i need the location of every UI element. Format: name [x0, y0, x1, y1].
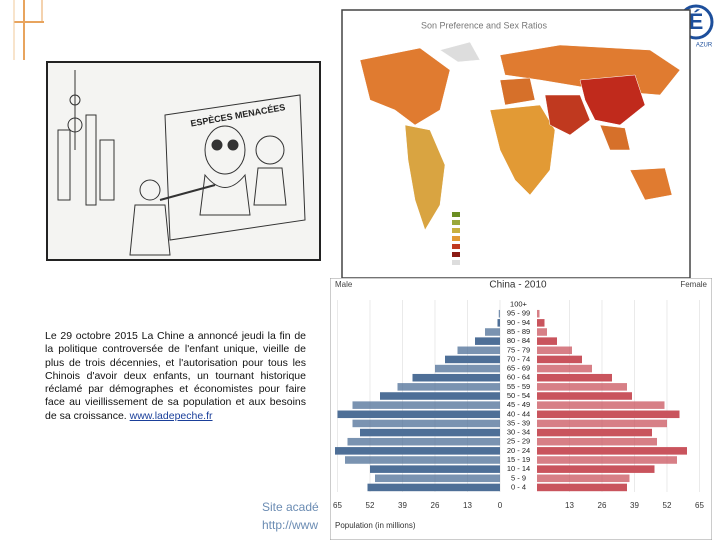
- category-label: 100+: [510, 300, 528, 309]
- bar: [412, 373, 500, 382]
- bar: [375, 474, 500, 483]
- logo-caption: AZUR: [696, 43, 713, 49]
- bar: [335, 447, 500, 455]
- category-label: 85 - 89: [507, 327, 530, 336]
- bar: [337, 410, 500, 419]
- category-label: 15 - 19: [507, 455, 530, 464]
- bar: [537, 373, 612, 382]
- category-label: 50 - 54: [507, 391, 530, 400]
- bar: [537, 456, 677, 464]
- x-tick-label: 39: [398, 501, 407, 510]
- footer-line: http://www: [262, 518, 319, 532]
- x-tick-label: 52: [366, 501, 375, 510]
- category-label: 5 - 9: [511, 473, 526, 482]
- footer-line: Site acadé: [262, 500, 319, 514]
- population-pyramid: China - 2010 Male Female Population (in …: [330, 278, 712, 540]
- category-label: 25 - 29: [507, 437, 530, 446]
- x-tick-label: 65: [333, 501, 342, 510]
- bar: [380, 392, 500, 400]
- bar: [475, 337, 500, 345]
- bar: [352, 401, 500, 409]
- bar: [537, 383, 627, 391]
- x-tick-label: 13: [463, 501, 472, 510]
- category-label: 55 - 59: [507, 382, 530, 391]
- category-label: 20 - 24: [507, 446, 530, 455]
- article-text: Le 29 octobre 2015 La Chine a annoncé je…: [45, 330, 306, 422]
- bar: [537, 346, 572, 355]
- bar: [347, 437, 500, 446]
- x-tick-label: 13: [565, 501, 574, 510]
- bar: [537, 437, 657, 446]
- bar: [537, 410, 680, 419]
- category-label: 75 - 79: [507, 345, 530, 354]
- category-label: 35 - 39: [507, 418, 530, 427]
- bar: [537, 392, 632, 400]
- legend-label: Female: [680, 280, 707, 289]
- bar: [457, 346, 500, 355]
- bar: [537, 355, 582, 364]
- bar: [435, 364, 500, 373]
- x-tick-label: 39: [630, 501, 639, 510]
- x-tick-label: 26: [598, 501, 607, 510]
- bar: [345, 456, 500, 464]
- bar: [537, 364, 592, 373]
- bar: [360, 428, 500, 437]
- logo-letter: É: [689, 9, 704, 34]
- category-label: 65 - 69: [507, 364, 530, 373]
- bar: [352, 419, 500, 428]
- bar: [497, 319, 500, 327]
- x-tick-label: 0: [498, 501, 503, 510]
- bar: [537, 309, 540, 318]
- bar: [537, 483, 627, 492]
- bar: [537, 419, 667, 428]
- bar: [537, 428, 652, 437]
- bar: [537, 328, 547, 336]
- bar: [537, 401, 665, 409]
- category-label: 60 - 64: [507, 373, 530, 382]
- legend-label: Male: [335, 280, 353, 289]
- category-label: 0 - 4: [511, 482, 526, 491]
- bar: [370, 465, 500, 473]
- article-link[interactable]: www.ladepeche.fr: [129, 409, 213, 422]
- bar: [537, 319, 545, 327]
- bar: [485, 328, 500, 336]
- category-label: 30 - 34: [507, 428, 530, 437]
- bar: [537, 474, 630, 483]
- x-axis-label: Population (in millions): [335, 521, 416, 530]
- category-label: 80 - 84: [507, 336, 530, 345]
- x-tick-label: 65: [695, 501, 704, 510]
- bar: [367, 483, 500, 492]
- category-label: 45 - 49: [507, 400, 530, 409]
- category-label: 95 - 99: [507, 309, 530, 318]
- bar: [397, 383, 500, 391]
- chart-title: China - 2010: [489, 280, 547, 291]
- bar: [445, 355, 500, 364]
- x-tick-label: 26: [431, 501, 440, 510]
- bar: [537, 337, 557, 345]
- category-label: 70 - 74: [507, 354, 530, 363]
- article: Le 29 octobre 2015 La Chine a annoncé je…: [45, 330, 306, 423]
- map-title: Son Preference and Sex Ratios: [421, 20, 548, 30]
- x-tick-label: 52: [663, 501, 672, 510]
- category-label: 40 - 44: [507, 409, 530, 418]
- bar: [537, 465, 655, 473]
- category-label: 10 - 14: [507, 464, 530, 473]
- bar: [537, 447, 687, 455]
- category-label: 90 - 94: [507, 318, 530, 327]
- bar: [498, 309, 500, 318]
